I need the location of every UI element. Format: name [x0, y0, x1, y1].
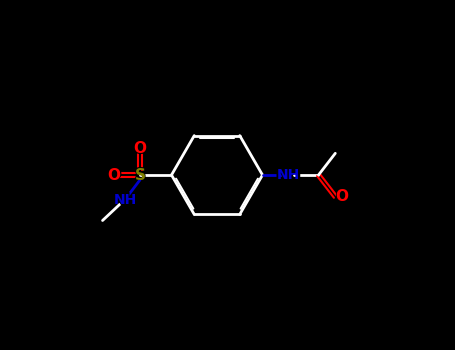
- Text: O: O: [107, 168, 120, 182]
- Text: S: S: [135, 168, 146, 182]
- Text: O: O: [106, 166, 121, 184]
- Text: S: S: [133, 166, 147, 184]
- Text: NH: NH: [277, 168, 300, 182]
- Text: O: O: [334, 188, 349, 206]
- Text: NH: NH: [111, 191, 139, 209]
- Text: O: O: [335, 189, 348, 204]
- Text: O: O: [132, 140, 147, 158]
- Text: NH: NH: [275, 166, 303, 184]
- Text: NH: NH: [114, 193, 137, 207]
- Text: O: O: [133, 141, 147, 156]
